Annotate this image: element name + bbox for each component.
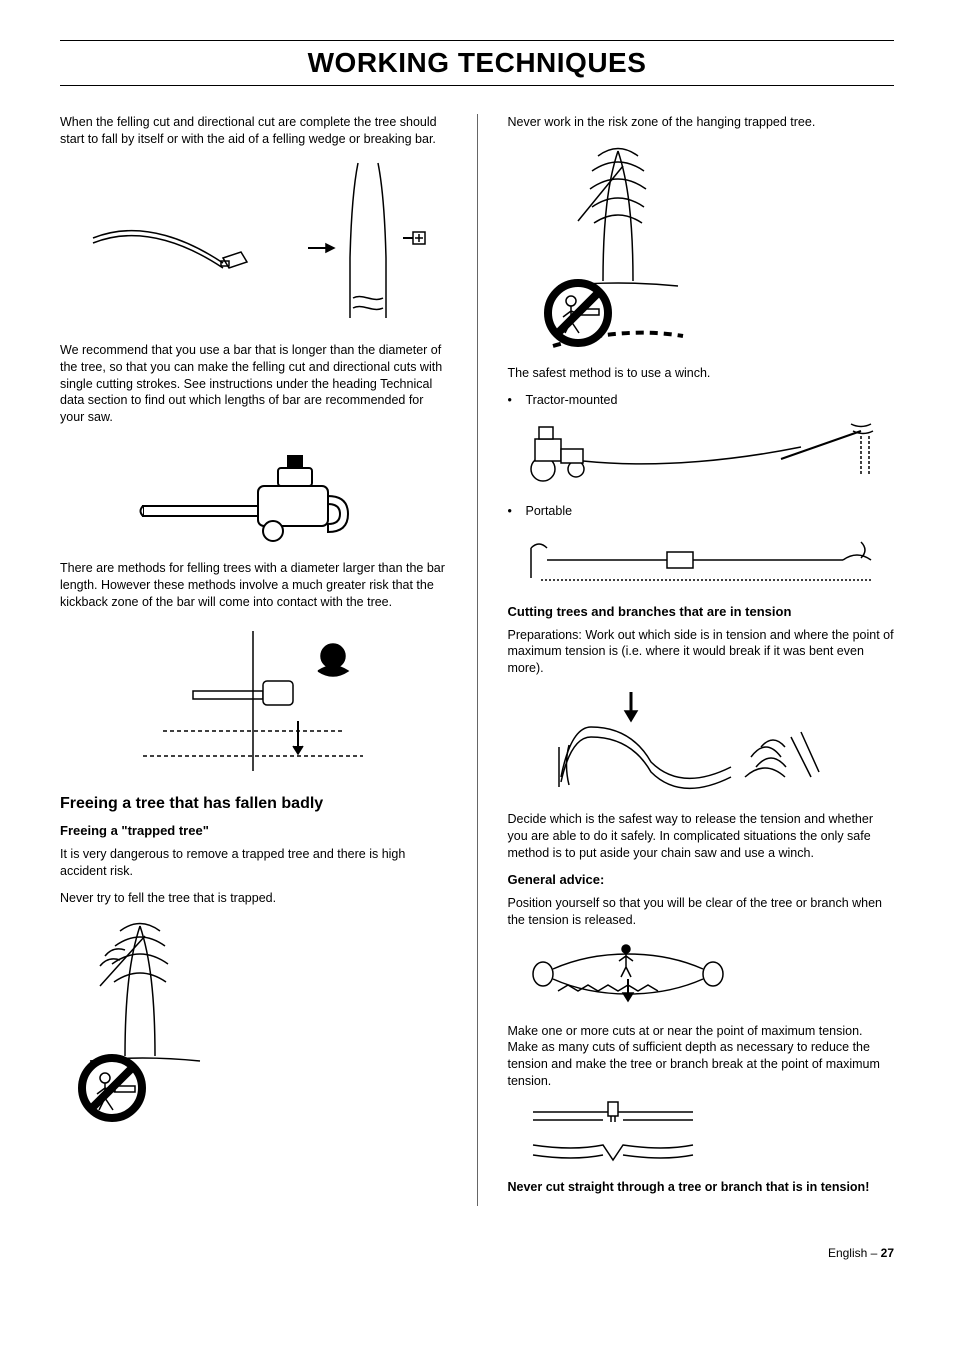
footer-separator: – [867,1246,880,1260]
right-paragraph-2: The safest method is to use a winch. [508,365,895,382]
column-divider [477,114,478,1206]
left-paragraph-5: Never try to fell the tree that is trapp… [60,890,447,907]
tension-cuts-illustration [508,1100,895,1165]
right-paragraph-7-bold: Never cut straight through a tree or bra… [508,1179,895,1196]
subheading-trapped-tree: Freeing a "trapped tree" [60,823,447,838]
portable-winch-illustration [508,530,895,590]
bullet-tractor-mounted: • Tractor-mounted [508,392,895,409]
right-paragraph-5: Position yourself so that you will be cl… [508,895,895,929]
left-paragraph-3: There are methods for felling trees with… [60,560,447,611]
left-paragraph-2: We recommend that you use a bar that is … [60,342,447,426]
clear-position-illustration [508,939,895,1009]
right-paragraph-6: Make one or more cuts at or near the poi… [508,1023,895,1091]
left-column: When the felling cut and directional cut… [60,114,447,1206]
footer-language: English [828,1246,867,1260]
bullet-portable-label: Portable [526,503,573,520]
heading-freeing-tree: Freeing a tree that has fallen badly [60,795,447,813]
bullet-dot-icon: • [508,503,526,520]
two-column-layout: When the felling cut and directional cut… [60,114,894,1206]
right-paragraph-4: Decide which is the safest way to releas… [508,811,895,862]
left-paragraph-1: When the felling cut and directional cut… [60,114,447,148]
subheading-general-advice: General advice: [508,872,895,887]
tension-point-illustration [508,687,895,797]
chainsaw-illustration [60,436,447,546]
right-column: Never work in the risk zone of the hangi… [508,114,895,1206]
trapped-tree-no-fell-illustration [60,916,447,1126]
wedge-and-bar-illustration [60,158,447,328]
tractor-winch-illustration [508,419,895,489]
large-diameter-cut-illustration [60,621,447,781]
bullet-dot-icon: • [508,392,526,409]
risk-zone-illustration [508,141,895,351]
bullet-tractor-label: Tractor-mounted [526,392,618,409]
bullet-portable: • Portable [508,503,895,520]
right-paragraph-1: Never work in the risk zone of the hangi… [508,114,895,131]
left-paragraph-4: It is very dangerous to remove a trapped… [60,846,447,880]
right-paragraph-3: Preparations: Work out which side is in … [508,627,895,678]
footer-page-number: 27 [881,1246,894,1260]
page-title: WORKING TECHNIQUES [60,40,894,86]
page-footer: English – 27 [60,1246,894,1260]
subheading-tension: Cutting trees and branches that are in t… [508,604,895,619]
